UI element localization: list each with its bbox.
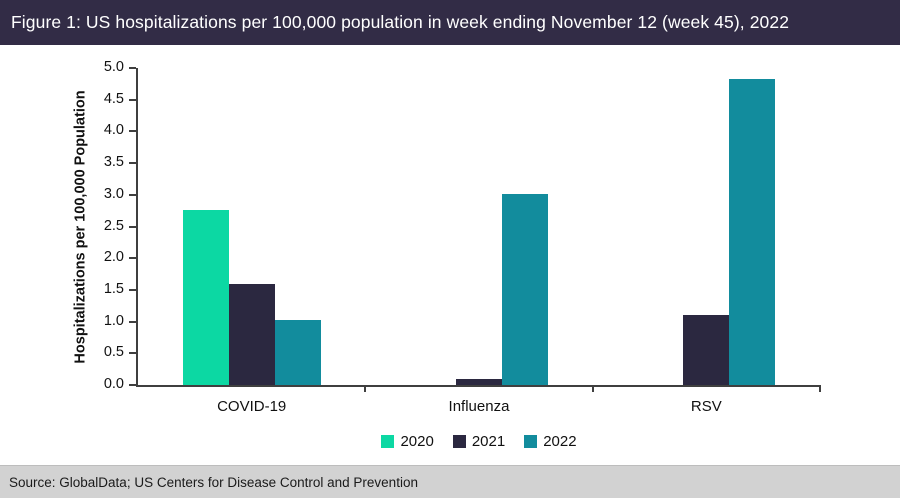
- y-tick-mark: [129, 130, 136, 133]
- y-tick-mark: [129, 384, 136, 386]
- y-tick-label: 1.5: [103, 280, 124, 297]
- figure-title: Figure 1: US hospitalizations per 100,00…: [11, 12, 790, 32]
- y-tick-label: 3.5: [103, 154, 124, 171]
- y-tick-label: 3.0: [103, 185, 124, 202]
- bar-RSV-2022: [729, 79, 776, 385]
- category-label-COVID-19: COVID-19: [217, 398, 287, 415]
- y-tick-mark: [129, 67, 136, 69]
- y-tick-label: 2.0: [103, 249, 124, 266]
- y-tick-mark: [129, 257, 136, 260]
- chart-area: Hospitalizations per 100,000 Population …: [0, 45, 900, 465]
- y-tick-label: 4.5: [103, 90, 124, 107]
- category-label-RSV: RSV: [690, 398, 722, 415]
- legend-swatch-2020: [381, 434, 395, 448]
- x-tick-mark: [364, 387, 367, 392]
- legend-label-2021: 2021: [471, 432, 506, 450]
- legend: 2020 2021 2022: [138, 430, 820, 452]
- x-tick-mark: [819, 387, 821, 392]
- y-tick-mark: [129, 162, 136, 165]
- bar-RSV-2021: [683, 315, 730, 385]
- bar-COVID-19-2020: [182, 210, 229, 385]
- legend-item-2020: 2020: [381, 432, 434, 450]
- source-bar: Source: GlobalData; US Centers for Disea…: [0, 465, 900, 498]
- legend-item-2021: 2021: [452, 432, 506, 450]
- y-tick-mark: [129, 320, 136, 323]
- bar-Influenza-2022: [502, 193, 548, 385]
- legend-label-2022: 2022: [543, 432, 577, 450]
- y-tick-mark: [129, 98, 136, 101]
- y-tick-label: 0.0: [103, 376, 124, 392]
- legend-item-2022: 2022: [524, 432, 577, 450]
- bar-COVID-19-2022: [274, 320, 321, 385]
- y-tick-label: 2.5: [103, 217, 124, 234]
- y-tick-mark: [129, 288, 136, 291]
- y-tick-mark: [129, 193, 136, 196]
- x-tick-mark: [591, 387, 594, 392]
- legend-swatch-2022: [524, 434, 538, 448]
- y-tick-label: 5.0: [103, 59, 124, 75]
- y-tick-mark: [129, 352, 136, 355]
- bar-COVID-19-2021: [228, 284, 275, 385]
- source-text: Source: GlobalData; US Centers for Disea…: [9, 474, 418, 490]
- legend-swatch-2021: [452, 434, 466, 448]
- y-axis-line: [136, 68, 138, 387]
- x-axis-line: [136, 385, 821, 387]
- y-tick-label: 0.5: [103, 344, 124, 361]
- y-tick-label: 4.0: [103, 122, 124, 139]
- figure-title-bar: Figure 1: US hospitalizations per 100,00…: [0, 0, 900, 45]
- legend-label-2020: 2020: [400, 432, 434, 450]
- bar-Influenza-2021: [456, 378, 502, 385]
- y-tick-label: 1.0: [103, 312, 124, 329]
- category-label-Influenza: Influenza: [448, 398, 510, 415]
- y-tick-mark: [129, 225, 136, 228]
